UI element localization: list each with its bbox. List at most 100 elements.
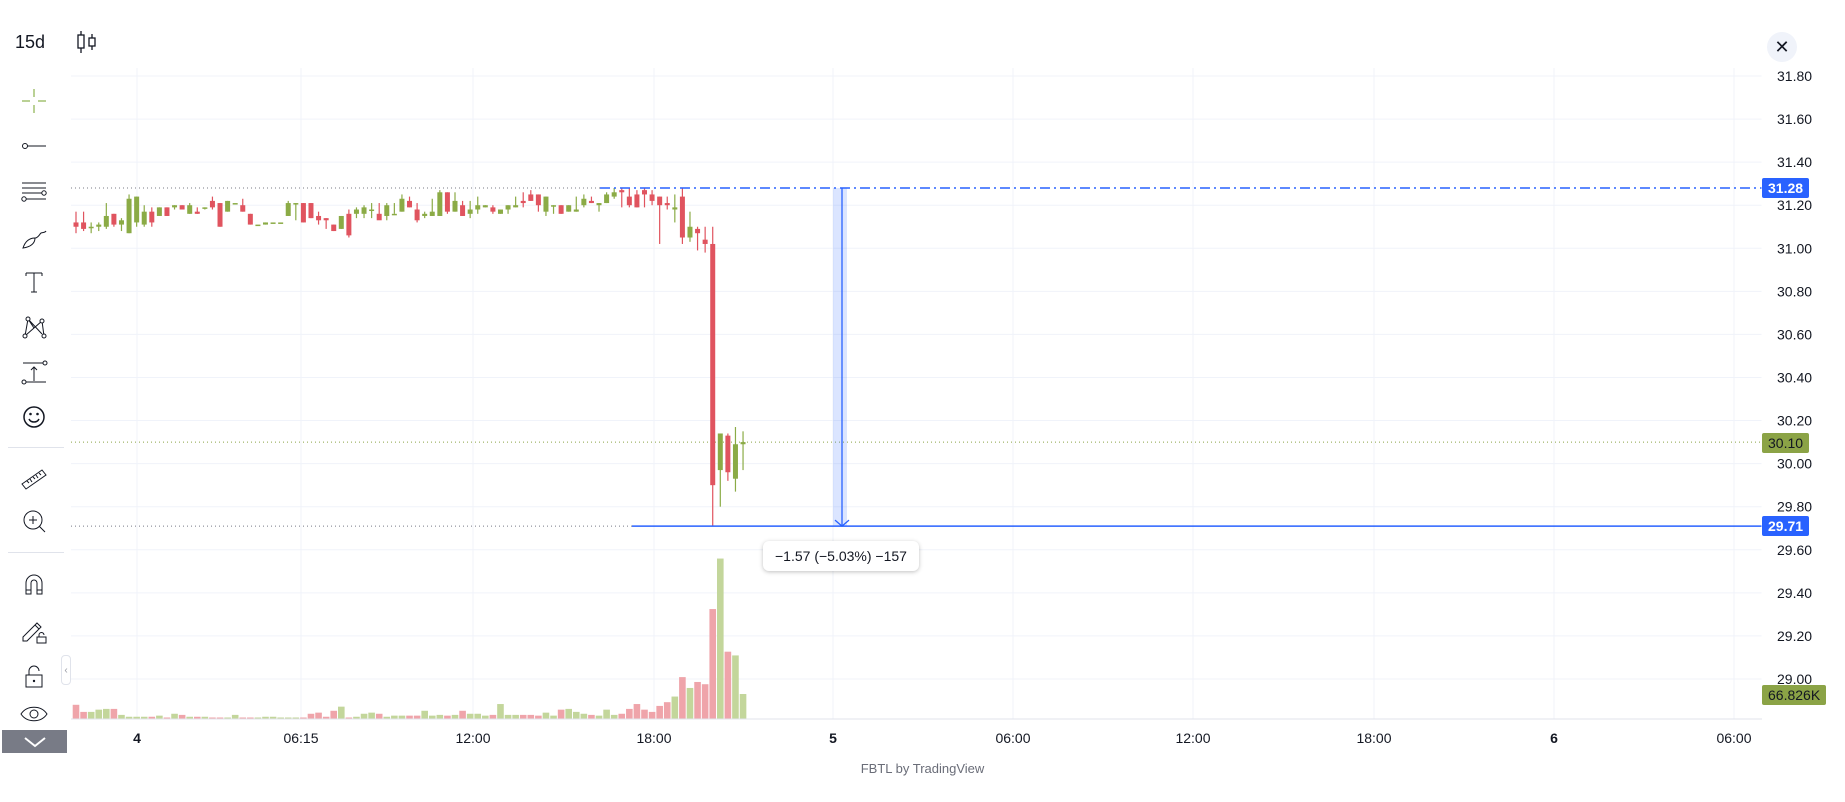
zoom-in-icon	[23, 510, 46, 533]
volume-bar	[656, 705, 663, 719]
interval-button[interactable]: 15d	[15, 32, 46, 52]
candle-body	[247, 213, 253, 225]
candle-body	[513, 205, 519, 208]
volume-bar	[133, 716, 140, 719]
price-axis-label: 30.60	[1777, 326, 1812, 342]
volume-bar	[512, 714, 519, 719]
volume-bar	[330, 710, 338, 719]
candle-body	[717, 433, 723, 471]
volume-bar	[413, 715, 421, 719]
measure-range-band	[833, 187, 847, 527]
arrow-down-icon	[834, 519, 850, 527]
volume-bar	[694, 681, 701, 719]
candle-body	[126, 198, 132, 234]
emoji-tool[interactable]	[14, 399, 54, 435]
volume-bar	[72, 704, 80, 719]
fib-retracement-tool[interactable]	[14, 173, 54, 209]
trend-line-tool[interactable]	[14, 128, 54, 164]
candle-body	[361, 207, 367, 214]
volume-bar	[701, 684, 709, 719]
price-axis-label: 30.20	[1777, 413, 1812, 429]
candle-body	[528, 194, 534, 201]
pattern-tool[interactable]	[14, 309, 54, 345]
volume-bar	[353, 716, 360, 719]
candle-body	[391, 213, 397, 216]
candle-body	[300, 203, 306, 223]
candle-body	[664, 203, 670, 206]
volume-bar	[284, 717, 292, 719]
volume-bar	[216, 717, 224, 719]
price-axis[interactable]: 31.80 31.60 31.40 31.20 31.00 30.80 30.60 30.40…	[1761, 0, 1812, 719]
magnet-icon	[25, 574, 43, 595]
volume-bar	[603, 709, 610, 719]
toolbar-divider	[8, 447, 64, 448]
unlock-tool[interactable]	[14, 658, 54, 694]
brush-icon	[22, 230, 47, 249]
candle-body	[88, 226, 94, 229]
expand-toolbar-button[interactable]	[2, 730, 67, 753]
crosshair-tool[interactable]	[14, 83, 54, 119]
forecast-tool[interactable]	[14, 354, 54, 390]
volume-bar	[383, 716, 391, 719]
candle-body	[444, 192, 450, 212]
volume-bar	[489, 714, 497, 719]
eye-tool[interactable]	[14, 696, 54, 732]
volume-bar	[671, 696, 679, 719]
volume-bar	[466, 713, 474, 719]
candle-body	[399, 198, 405, 212]
candle-body	[596, 203, 602, 206]
volume-bar	[125, 716, 133, 719]
volume-bar	[360, 713, 368, 719]
volume-bar	[428, 715, 436, 719]
candle-body	[118, 220, 124, 225]
volume-bar	[95, 709, 103, 719]
time-axis-label: 5	[829, 730, 837, 746]
brush-tool[interactable]	[14, 220, 54, 256]
price-axis-label: 29.40	[1777, 585, 1812, 601]
volume-bar	[444, 715, 451, 719]
collapse-toolbar-handle[interactable]: ‹	[61, 655, 71, 685]
grid	[71, 68, 1762, 719]
price-axis-label: 31.00	[1777, 240, 1812, 256]
candle-body	[573, 209, 579, 212]
volume-bar	[300, 717, 307, 719]
volume-bar	[527, 714, 535, 719]
ruler-tool[interactable]	[14, 460, 54, 496]
candle-body	[740, 442, 746, 445]
candle-body	[558, 205, 564, 214]
volume-bar	[451, 714, 459, 719]
magnet-tool[interactable]	[14, 566, 54, 602]
candle-body	[202, 207, 208, 209]
volume-bar	[398, 715, 406, 719]
volume-series	[72, 558, 747, 719]
price-axis-label: 29.20	[1777, 628, 1812, 644]
volume-bar	[156, 715, 163, 719]
volume-bar	[739, 694, 747, 719]
close-button[interactable]: ✕	[1767, 32, 1797, 62]
lock-drawing-tool[interactable]	[14, 612, 54, 648]
candle-body	[695, 228, 701, 234]
candle-body	[217, 203, 223, 227]
candle-body	[73, 222, 79, 227]
zoom-in-tool[interactable]	[14, 503, 54, 539]
volume-bar	[262, 716, 269, 719]
price-tag-last: 30.10	[1762, 433, 1810, 453]
candle-body	[649, 194, 655, 201]
candle-body	[149, 211, 155, 223]
candles-icon[interactable]	[76, 29, 98, 55]
text-tool[interactable]	[14, 264, 54, 300]
volume-bar	[110, 708, 118, 719]
candle-body	[452, 200, 458, 212]
volume-bar	[103, 708, 110, 719]
measure-drawing[interactable]	[600, 187, 1762, 527]
volume-bar	[269, 716, 277, 719]
candle-body	[437, 192, 443, 216]
time-axis-label: 12:00	[455, 730, 490, 746]
volume-bar	[315, 712, 322, 719]
candle-body	[225, 200, 231, 212]
candle-body	[255, 224, 261, 227]
volume-bar	[633, 704, 641, 719]
candle-body	[657, 196, 663, 206]
time-axis[interactable]: 4 06:15 12:00 18:00 5 06:00 12:00 18:00 6 06:00	[71, 718, 1762, 746]
